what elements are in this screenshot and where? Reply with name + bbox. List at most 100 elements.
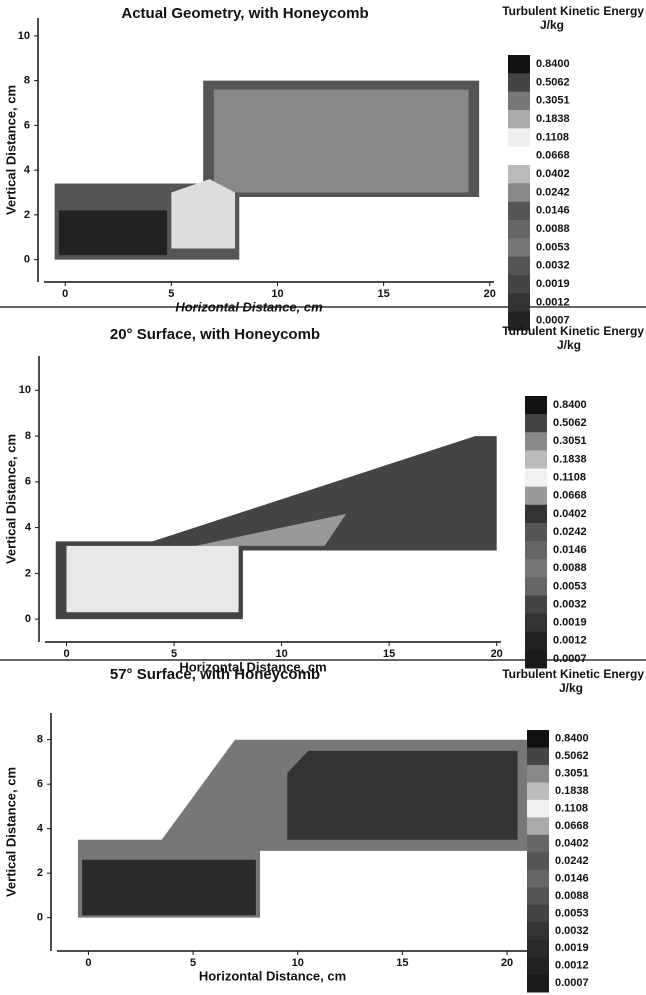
x-tick-label: 20: [491, 648, 503, 660]
colorbar-label: 0.0032: [553, 598, 587, 610]
colorbar-title: Turbulent Kinetic Energy: [502, 4, 644, 18]
x-tick-label: 0: [85, 957, 91, 969]
panel: 02468100510152020° Surface, with Honeyco…: [3, 324, 644, 674]
colorbar-label: 0.0053: [536, 241, 570, 253]
colorbar-swatch: [527, 817, 549, 835]
colorbar-swatch: [508, 165, 530, 184]
colorbar-swatch: [527, 905, 549, 923]
colorbar-swatch: [525, 414, 547, 433]
y-tick-label: 4: [25, 522, 32, 534]
colorbar-swatch: [525, 469, 547, 488]
colorbar-label: 0.0012: [536, 296, 570, 308]
colorbar-label: 0.0088: [553, 562, 587, 574]
colorbar-swatch: [508, 202, 530, 221]
colorbar-label: 0.8400: [553, 399, 587, 411]
y-tick-label: 10: [18, 30, 30, 42]
colorbar-swatch: [525, 614, 547, 633]
x-tick-label: 15: [383, 648, 395, 660]
y-tick-label: 0: [24, 254, 30, 266]
y-tick-label: 6: [37, 778, 43, 790]
y-axis-label: Vertical Distance, cm: [3, 85, 18, 215]
colorbar-swatch: [527, 800, 549, 818]
colorbar-swatch: [508, 110, 530, 129]
y-axis-label: Vertical Distance, cm: [3, 434, 18, 564]
colorbar-label: 0.3051: [555, 768, 589, 780]
x-tick-label: 5: [168, 288, 174, 300]
colorbar-swatch: [525, 523, 547, 542]
colorbar-label: 0.0019: [536, 278, 570, 290]
colorbar-label: 0.1838: [555, 785, 589, 797]
colorbar-label: 0.0007: [555, 977, 589, 989]
colorbar-swatch: [525, 541, 547, 560]
colorbar-swatch: [525, 396, 547, 415]
colorbar-swatch: [527, 940, 549, 958]
colorbar-label: 0.1108: [555, 803, 588, 815]
chart-title: Actual Geometry, with Honeycomb: [121, 5, 368, 22]
x-tick-label: 5: [190, 957, 196, 969]
colorbar-label: 0.0242: [536, 186, 570, 198]
x-axis-label: Horizontal Distance, cm: [175, 299, 323, 314]
colorbar-label: 0.3051: [536, 95, 570, 107]
colorbar-label: 0.0032: [536, 260, 570, 272]
x-tick-label: 10: [271, 288, 283, 300]
colorbar-swatch: [525, 432, 547, 451]
y-tick-label: 10: [19, 384, 31, 396]
y-tick-label: 2: [24, 209, 30, 221]
y-tick-label: 8: [24, 75, 30, 87]
y-tick-label: 8: [37, 734, 43, 746]
colorbar-swatch: [527, 957, 549, 975]
colorbar-label: 0.0019: [553, 617, 587, 629]
colorbar-label: 0.0402: [555, 837, 589, 849]
colorbar-label: 0.0668: [536, 150, 570, 162]
chart-title: 57° Surface, with Honeycomb: [110, 666, 320, 683]
colorbar-label: 0.0242: [553, 526, 587, 538]
colorbar-swatch: [508, 275, 530, 294]
colorbar-swatch: [527, 975, 549, 993]
colorbar-swatch: [508, 183, 530, 202]
colorbar-swatch: [508, 92, 530, 111]
colorbar-label: 0.0402: [536, 168, 570, 180]
colorbar-label: 0.1838: [553, 453, 587, 465]
colorbar-label: 0.1108: [553, 472, 586, 484]
colorbar-label: 0.0088: [555, 890, 589, 902]
colorbar-swatch: [525, 577, 547, 596]
colorbar-swatch: [508, 147, 530, 166]
y-tick-label: 8: [25, 430, 31, 442]
chart-title: 20° Surface, with Honeycomb: [110, 326, 320, 343]
colorbar-label: 0.0053: [555, 907, 589, 919]
x-tick-label: 10: [275, 648, 287, 660]
contour-region: [287, 751, 517, 840]
colorbar-label: 0.0146: [536, 205, 570, 217]
colorbar-label: 0.0088: [536, 223, 570, 235]
colorbar-swatch: [527, 747, 549, 765]
colorbar-label: 0.0012: [553, 635, 587, 647]
colorbar-swatch: [527, 782, 549, 800]
y-tick-label: 2: [37, 867, 43, 879]
colorbar-swatch: [508, 55, 530, 74]
colorbar-swatch: [508, 220, 530, 239]
colorbar-swatch: [527, 887, 549, 905]
colorbar-swatch: [508, 293, 530, 312]
colorbar-swatch: [527, 835, 549, 853]
x-axis-label: Horizontal Distance, cm: [199, 968, 346, 983]
colorbar-label: 0.0402: [553, 508, 587, 520]
colorbar-swatch: [525, 595, 547, 614]
colorbar-swatch: [508, 128, 530, 147]
contour-region: [82, 860, 256, 916]
colorbar-label: 0.1108: [536, 131, 569, 143]
x-tick-label: 0: [62, 288, 68, 300]
colorbar-swatch: [525, 505, 547, 524]
colorbar-swatch: [527, 730, 549, 748]
figure: 024681005101520Actual Geometry, with Hon…: [0, 0, 646, 995]
x-tick-label: 15: [377, 288, 389, 300]
contour-region: [171, 179, 235, 248]
colorbar-label: 0.0007: [553, 653, 587, 665]
colorbar-swatch: [508, 238, 530, 257]
colorbar-swatch: [527, 922, 549, 940]
colorbar-swatch: [525, 487, 547, 506]
colorbar-label: 0.5062: [536, 76, 570, 88]
colorbar-label: 0.5062: [553, 417, 587, 429]
y-axis-label: Vertical Distance, cm: [3, 767, 18, 897]
colorbar-label: 0.1838: [536, 113, 570, 125]
